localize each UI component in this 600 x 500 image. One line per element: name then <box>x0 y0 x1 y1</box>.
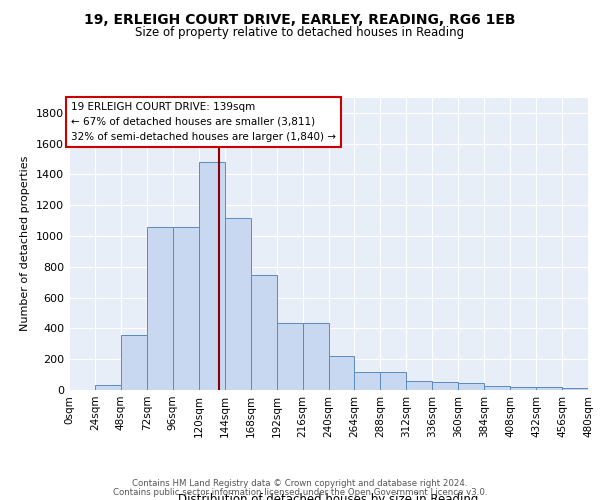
Bar <box>380 372 406 390</box>
Bar <box>277 323 302 390</box>
Bar <box>355 372 380 390</box>
Bar <box>225 218 251 390</box>
Text: Contains HM Land Registry data © Crown copyright and database right 2024.: Contains HM Land Registry data © Crown c… <box>132 478 468 488</box>
Text: 19 ERLEIGH COURT DRIVE: 139sqm
← 67% of detached houses are smaller (3,811)
32% : 19 ERLEIGH COURT DRIVE: 139sqm ← 67% of … <box>71 102 336 142</box>
Bar <box>536 387 562 390</box>
Text: Contains public sector information licensed under the Open Government Licence v3: Contains public sector information licen… <box>113 488 487 497</box>
Bar <box>302 323 329 390</box>
Bar <box>562 388 588 390</box>
Bar <box>484 386 510 390</box>
Bar <box>458 383 484 390</box>
Bar <box>147 227 173 390</box>
Text: 19, ERLEIGH COURT DRIVE, EARLEY, READING, RG6 1EB: 19, ERLEIGH COURT DRIVE, EARLEY, READING… <box>84 12 516 26</box>
Text: Size of property relative to detached houses in Reading: Size of property relative to detached ho… <box>136 26 464 39</box>
Bar <box>432 382 458 390</box>
Bar <box>95 386 121 390</box>
Bar <box>510 387 536 390</box>
Bar <box>251 274 277 390</box>
Bar <box>173 227 199 390</box>
X-axis label: Distribution of detached houses by size in Reading: Distribution of detached houses by size … <box>178 492 479 500</box>
Bar <box>329 356 355 390</box>
Y-axis label: Number of detached properties: Number of detached properties <box>20 156 31 332</box>
Bar <box>199 162 224 390</box>
Bar <box>121 334 147 390</box>
Bar <box>406 381 432 390</box>
